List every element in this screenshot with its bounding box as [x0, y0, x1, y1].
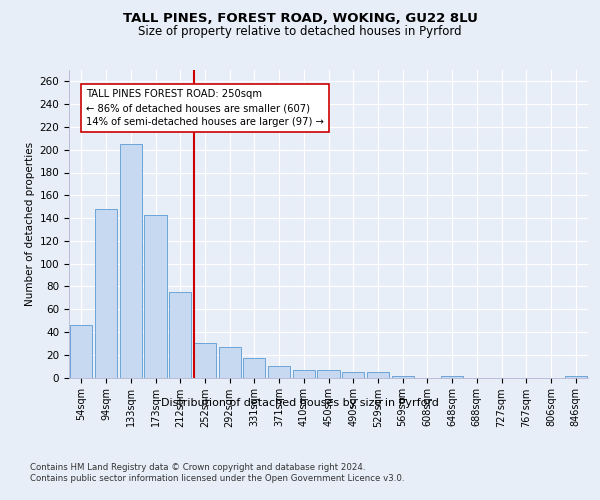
Bar: [392, 376, 414, 378]
Bar: [441, 376, 463, 378]
Text: Distribution of detached houses by size in Pyrford: Distribution of detached houses by size …: [161, 398, 439, 407]
Text: Contains public sector information licensed under the Open Government Licence v3: Contains public sector information licen…: [30, 474, 404, 483]
Bar: [293, 370, 315, 378]
Bar: [342, 372, 364, 378]
Bar: [243, 358, 265, 378]
Bar: [194, 344, 216, 378]
Bar: [565, 376, 587, 378]
Text: TALL PINES FOREST ROAD: 250sqm
← 86% of detached houses are smaller (607)
14% of: TALL PINES FOREST ROAD: 250sqm ← 86% of …: [86, 90, 323, 128]
Bar: [95, 209, 117, 378]
Y-axis label: Number of detached properties: Number of detached properties: [25, 142, 35, 306]
Text: Contains HM Land Registry data © Crown copyright and database right 2024.: Contains HM Land Registry data © Crown c…: [30, 462, 365, 471]
Bar: [70, 325, 92, 378]
Bar: [169, 292, 191, 378]
Text: Size of property relative to detached houses in Pyrford: Size of property relative to detached ho…: [138, 25, 462, 38]
Bar: [367, 372, 389, 378]
Text: TALL PINES, FOREST ROAD, WOKING, GU22 8LU: TALL PINES, FOREST ROAD, WOKING, GU22 8L…: [122, 12, 478, 26]
Bar: [268, 366, 290, 378]
Bar: [218, 347, 241, 378]
Bar: [119, 144, 142, 378]
Bar: [317, 370, 340, 378]
Bar: [145, 214, 167, 378]
